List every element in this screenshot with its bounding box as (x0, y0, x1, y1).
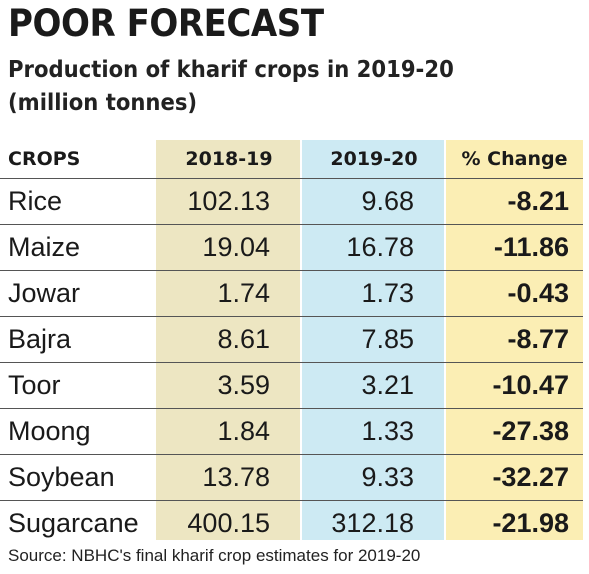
value-change: -10.47 (446, 362, 583, 409)
value-2018-19: 400.15 (156, 500, 302, 546)
crop-name: Moong (0, 408, 156, 455)
value-2018-19: 13.78 (156, 454, 302, 501)
value-2018-19: 19.04 (156, 224, 302, 271)
value-2018-19: 102.13 (156, 178, 302, 225)
chart-title: POOR FORECAST (8, 2, 324, 45)
crop-name: Rice (0, 178, 156, 225)
crop-name: Soybean (0, 454, 156, 501)
table-header-row: CROPS 2018-19 2019-20 % Change (0, 140, 583, 179)
value-2019-20: 312.18 (302, 500, 446, 546)
value-change: -8.77 (446, 316, 583, 363)
value-2018-19: 8.61 (156, 316, 302, 363)
value-2018-19: 1.74 (156, 270, 302, 317)
crop-name: Bajra (0, 316, 156, 363)
value-change: -8.21 (446, 178, 583, 225)
table-body: Rice 102.13 9.68 -8.21 Maize 19.04 16.78… (0, 178, 583, 546)
table-row: Jowar 1.74 1.73 -0.43 (0, 270, 583, 317)
crop-production-table: CROPS 2018-19 2019-20 % Change Rice 102.… (0, 140, 583, 546)
value-change: -21.98 (446, 500, 583, 546)
header-change: % Change (461, 148, 568, 170)
table-row: Moong 1.84 1.33 -27.38 (0, 408, 583, 455)
source-note: Source: NBHC's final kharif crop estimat… (8, 546, 421, 565)
value-change: -11.86 (446, 224, 583, 271)
table-row: Soybean 13.78 9.33 -32.27 (0, 454, 583, 501)
value-2019-20: 3.21 (302, 362, 446, 409)
value-change: -27.38 (446, 408, 583, 455)
crop-name: Jowar (0, 270, 156, 317)
table-row: Toor 3.59 3.21 -10.47 (0, 362, 583, 409)
header-crops: CROPS (8, 148, 81, 170)
header-2019-20: 2019-20 (330, 148, 418, 170)
chart-subtitle: Production of kharif crops in 2019-20 (8, 57, 454, 83)
crop-name: Sugarcane (0, 500, 156, 546)
table-row: Bajra 8.61 7.85 -8.77 (0, 316, 583, 363)
chart-subtitle-unit: (million tonnes) (8, 90, 198, 116)
value-2018-19: 1.84 (156, 408, 302, 455)
value-2019-20: 9.33 (302, 454, 446, 501)
table-row: Rice 102.13 9.68 -8.21 (0, 178, 583, 225)
value-change: -0.43 (446, 270, 583, 317)
crop-name: Toor (0, 362, 156, 409)
value-2019-20: 1.33 (302, 408, 446, 455)
table-row: Sugarcane 400.15 312.18 -21.98 (0, 500, 583, 546)
value-2018-19: 3.59 (156, 362, 302, 409)
value-2019-20: 1.73 (302, 270, 446, 317)
value-change: -32.27 (446, 454, 583, 501)
value-2019-20: 16.78 (302, 224, 446, 271)
table-row: Maize 19.04 16.78 -11.86 (0, 224, 583, 271)
value-2019-20: 9.68 (302, 178, 446, 225)
header-2018-19: 2018-19 (185, 148, 273, 170)
crop-name: Maize (0, 224, 156, 271)
value-2019-20: 7.85 (302, 316, 446, 363)
